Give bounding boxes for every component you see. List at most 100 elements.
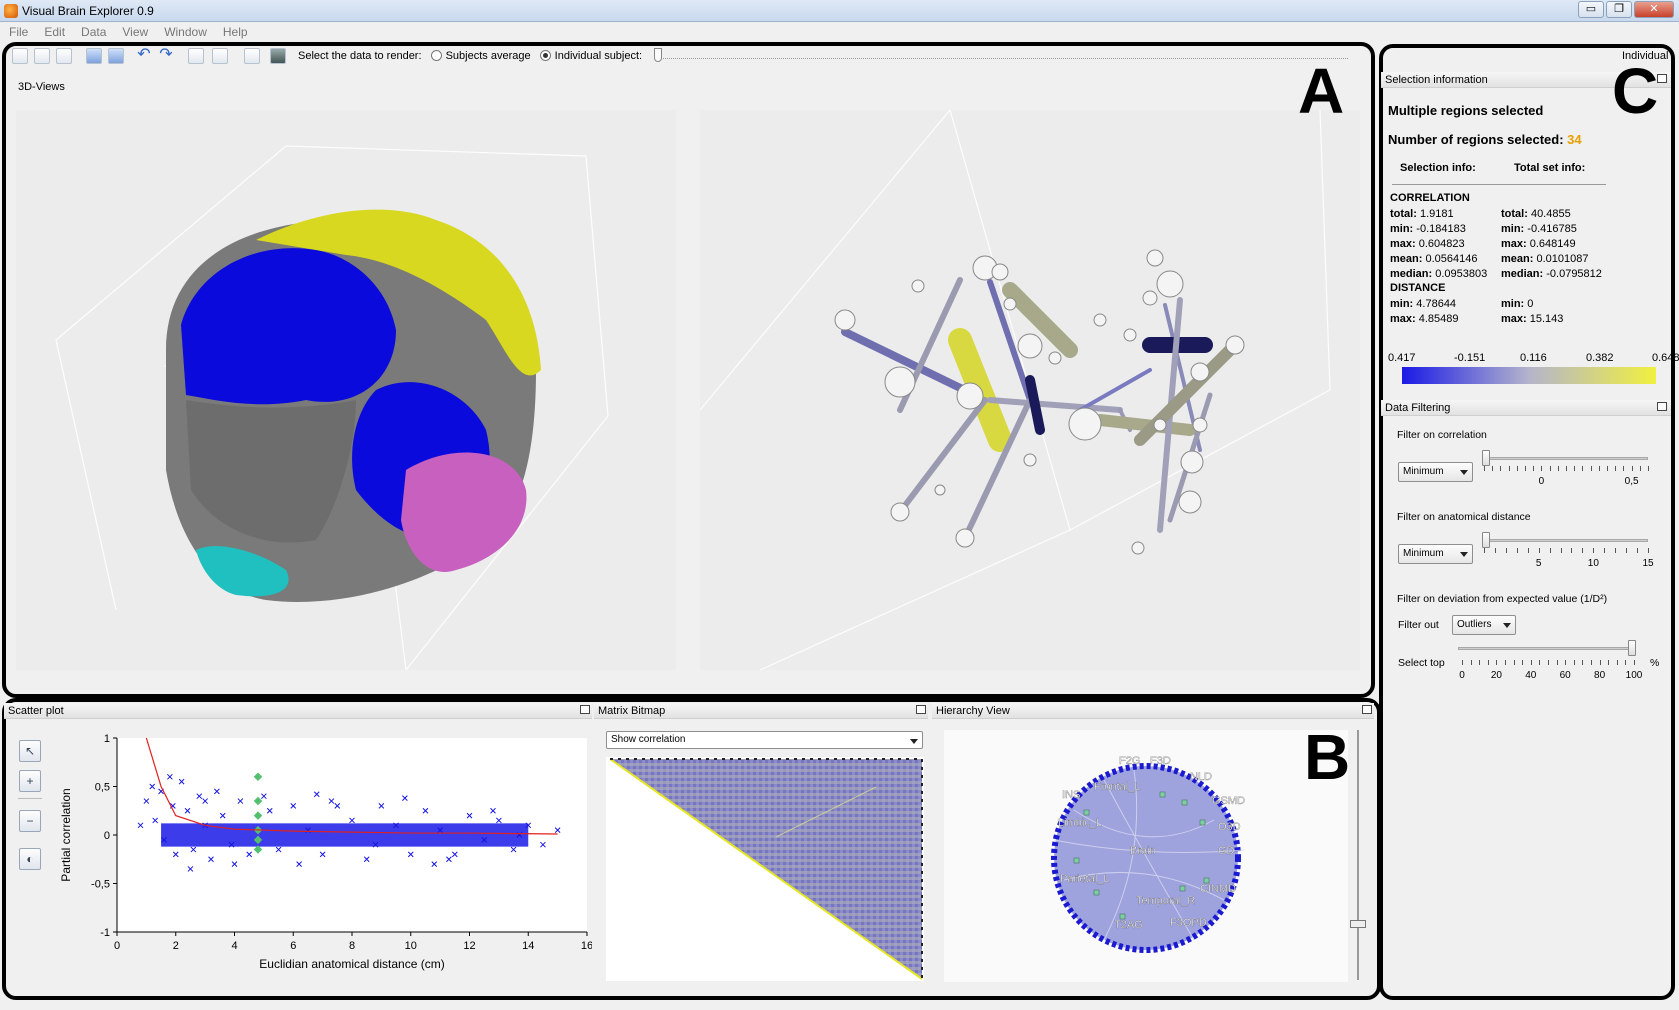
panel-icon[interactable]	[244, 48, 260, 64]
menu-help[interactable]: Help	[222, 25, 248, 39]
hierarchy-node-label[interactable]: CINMD	[1200, 883, 1236, 895]
grid-icon[interactable]	[86, 48, 102, 64]
scatter-point	[349, 817, 355, 824]
hierarchy-node-label[interactable]: NLD	[1190, 771, 1212, 783]
matrix-bitmap[interactable]	[606, 757, 924, 981]
select-top-slider-track[interactable]	[1458, 647, 1636, 650]
connectivity-graph-view[interactable]	[699, 109, 1360, 671]
hierarchy-node-label[interactable]: F2G	[1119, 755, 1141, 767]
hierarchy-root-label[interactable]: Brain	[1130, 845, 1156, 857]
menu-view[interactable]: View	[122, 25, 149, 39]
correlation-slider-handle[interactable]	[1482, 450, 1490, 466]
menu-window[interactable]: Window	[164, 25, 207, 39]
hierarchy-node-label[interactable]: F3D	[1150, 755, 1171, 767]
hierarchy-node-label[interactable]: GD	[1218, 845, 1235, 857]
x-tick-label: 6	[290, 940, 296, 952]
scatter-point	[540, 841, 546, 848]
brain-surface-view[interactable]	[16, 110, 676, 671]
scatter-point	[319, 851, 326, 858]
hierarchy-node-label[interactable]: Frontal_L	[1094, 781, 1141, 793]
redo-icon[interactable]: ↷	[159, 46, 173, 63]
select-top-label: Select top	[1398, 657, 1445, 669]
float-panel-icon[interactable]	[580, 705, 590, 714]
hierarchy-node-label[interactable]: Limbic_L	[1058, 817, 1102, 829]
hierarchy-node-label[interactable]: F3OPD	[1170, 917, 1207, 929]
stat-key: min:	[1390, 223, 1414, 235]
stat-value: 0.604823	[1415, 238, 1465, 250]
float-panel-icon[interactable]	[1657, 74, 1667, 83]
menu-data[interactable]: Data	[81, 25, 107, 39]
scatter-point	[402, 795, 408, 801]
stat-sel-total: total: 1.9181	[1390, 207, 1487, 222]
close-button[interactable]: ✕	[1634, 1, 1674, 18]
open-icon[interactable]	[34, 48, 50, 64]
hierarchy-zoom-track[interactable]	[1357, 730, 1359, 980]
total-distance-stats: min: 0 max: 15.143	[1501, 297, 1563, 327]
stat-key: total:	[1390, 208, 1417, 220]
slider-tick	[1496, 660, 1498, 665]
float-panel-icon[interactable]	[916, 705, 926, 714]
slider-tick-label: 15	[1642, 558, 1654, 569]
hierarchy-icon[interactable]	[212, 48, 228, 64]
y-tick-label: 0,5	[95, 782, 110, 794]
lasso-icon[interactable]: ◐	[19, 848, 41, 870]
select-top-slider-handle[interactable]	[1628, 640, 1636, 656]
x-tick-label: 2	[173, 940, 179, 952]
distance-mode-dropdown[interactable]: Minimum	[1398, 544, 1473, 564]
maximize-button[interactable]: ❐	[1606, 1, 1632, 18]
scatter-point	[496, 817, 502, 824]
save-icon[interactable]	[56, 48, 72, 64]
hierarchy-node-label[interactable]: INS	[1062, 789, 1081, 801]
filter-distance-label: Filter on anatomical distance	[1397, 511, 1531, 523]
scatter-point	[431, 861, 438, 867]
slider-tick	[1565, 660, 1567, 665]
y-tick-label: 1	[104, 733, 110, 745]
subject-slider-track[interactable]	[658, 58, 1348, 59]
zoom-out-icon[interactable]: −	[19, 810, 41, 832]
stat-key: max:	[1501, 238, 1527, 250]
scale-icon[interactable]	[188, 48, 204, 64]
new-icon[interactable]	[12, 48, 28, 64]
distance-slider-handle[interactable]	[1482, 532, 1490, 548]
minimize-button[interactable]: ▭	[1578, 1, 1604, 18]
layout-icon[interactable]	[108, 48, 124, 64]
brain-render-icon[interactable]	[270, 48, 286, 64]
hierarchy-node-label[interactable]: O3D	[1218, 821, 1241, 833]
hierarchy-node-label[interactable]: Temporal_R	[1136, 895, 1196, 907]
radio-individual-subject[interactable]	[539, 50, 551, 61]
hierarchy-zoom-handle[interactable]	[1350, 920, 1366, 928]
menu-edit[interactable]: Edit	[44, 25, 66, 39]
float-panel-icon[interactable]	[1362, 705, 1372, 714]
float-panel-icon[interactable]	[1657, 402, 1667, 411]
subject-slider-handle[interactable]	[654, 48, 662, 62]
hierarchy-node-label[interactable]: Parietal_L	[1060, 873, 1110, 885]
main-toolbar: ↶ ↷ Select the data to render: Subjects …	[8, 46, 1368, 68]
distance-slider-track[interactable]	[1484, 539, 1648, 542]
hierarchy-node-label[interactable]: GSMD	[1212, 795, 1245, 807]
scatter-point	[149, 783, 156, 790]
hierarchy-node-label[interactable]: T2AG	[1114, 919, 1143, 931]
slider-tick	[1608, 660, 1610, 665]
render-selector: Select the data to render: Subjects aver…	[298, 50, 642, 62]
pointer-icon[interactable]: ↖	[19, 740, 41, 762]
stat-key: mean:	[1501, 253, 1534, 265]
scatter-point	[510, 846, 517, 853]
zoom-in-icon[interactable]: +	[19, 770, 41, 792]
correlation-mode-value: Minimum	[1403, 466, 1444, 477]
scatter-plot-chart[interactable]: 0 2 4 6 8 10 12 14 16 1 0,5 0 -0,5 -1 Euclidian anato…	[52, 722, 592, 984]
correlation-mode-dropdown[interactable]: Minimum	[1398, 462, 1473, 482]
selection-heading: Multiple regions selected	[1388, 103, 1544, 118]
matrix-mode-dropdown[interactable]: Show correlation	[606, 731, 923, 749]
slider-tick	[1615, 466, 1617, 471]
undo-icon[interactable]: ↶	[137, 46, 151, 63]
slider-tick	[1505, 548, 1507, 553]
correlation-slider-track[interactable]	[1484, 457, 1648, 460]
filter-out-dropdown[interactable]: Outliers	[1452, 615, 1516, 635]
distance-label: DISTANCE	[1390, 282, 1446, 294]
stat-sel-median: median: 0.0953803	[1390, 267, 1487, 282]
scatter-point	[393, 822, 399, 829]
slider-tick	[1516, 548, 1518, 553]
radio-subjects-average[interactable]	[430, 50, 442, 61]
menu-file[interactable]: File	[9, 25, 29, 39]
